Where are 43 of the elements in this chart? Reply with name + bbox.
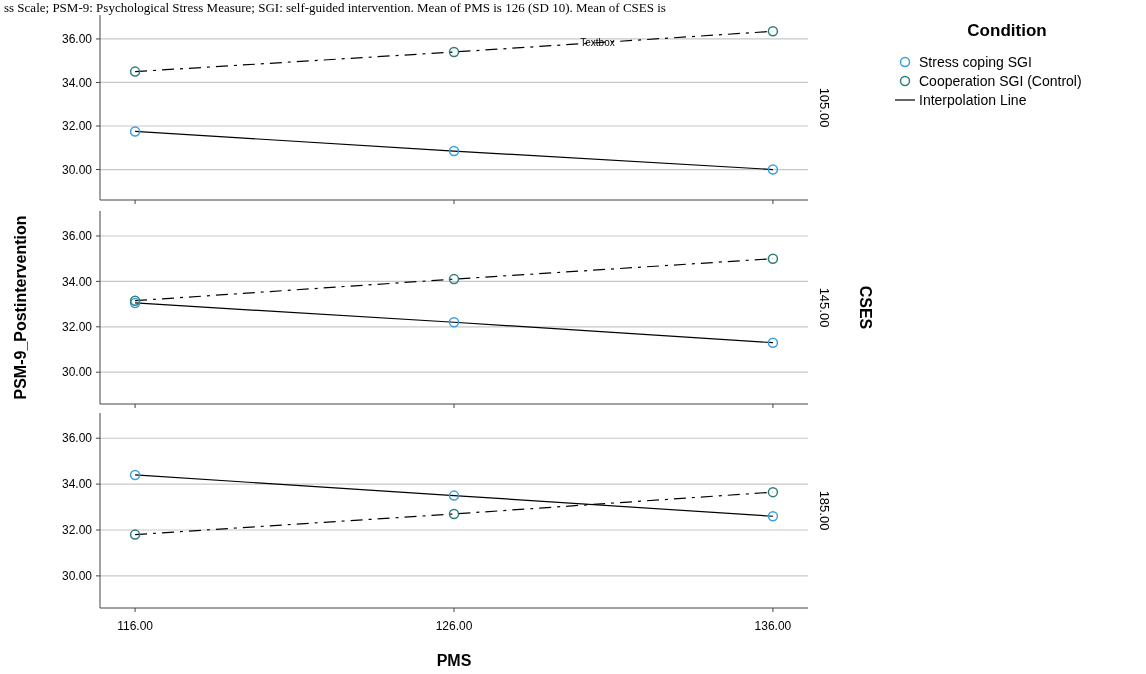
point: [448, 317, 460, 328]
y-axis-title: PSM-9_Postintervention: [12, 215, 29, 400]
point: [129, 126, 141, 137]
text: CSES: [857, 285, 874, 330]
annotation: Textbox: [580, 36, 615, 48]
y2-axis-title: 145.00: [817, 287, 832, 328]
legend-label: Stress coping SGI: [919, 53, 1032, 70]
x-tick-label: 136.00: [754, 619, 792, 633]
point: [767, 164, 779, 175]
x-tick-label: 126.00: [435, 619, 473, 633]
point: [448, 145, 460, 157]
y-tick-label: 34.00: [61, 274, 93, 289]
y2-axis-title: 105.00: [817, 87, 832, 128]
point: [448, 490, 460, 501]
x-tick-label: 116.00: [117, 619, 154, 633]
point: [767, 337, 779, 348]
point: [767, 510, 779, 522]
point: [129, 529, 141, 540]
point: [129, 66, 141, 77]
y-tick-label: 36.00: [61, 229, 93, 244]
point: [129, 469, 141, 481]
annotation: ss Scale; PSM-9: Psychological Stress Measure; SGI: self-guided intervention. Mean of PMS is 126 (SD 10). Mean of CSES is: [4, 0, 666, 15]
y-tick-label: 30.00: [61, 365, 93, 380]
point: [448, 273, 460, 285]
y2-axis-title: 185.00: [817, 490, 832, 531]
x-axis-title: PMS: [436, 652, 472, 669]
y-tick-label: 34.00: [61, 477, 93, 492]
point: [767, 26, 779, 37]
point: [767, 253, 779, 264]
y-tick-label: 30.00: [61, 162, 93, 177]
legend-title: Condition: [967, 21, 1047, 40]
legend-label: Interpolation Line: [919, 91, 1027, 108]
point: [448, 46, 460, 58]
y-tick-label: 34.00: [61, 75, 93, 90]
y-tick-label: 30.00: [61, 569, 93, 584]
point: [448, 508, 460, 520]
y-tick-label: 32.00: [61, 523, 93, 538]
y-tick-label: 32.00: [61, 119, 93, 134]
y-tick-label: 36.00: [61, 431, 93, 446]
legend-label: Cooperation SGI (Control): [919, 72, 1082, 89]
point: [767, 486, 779, 498]
y-tick-label: 32.00: [61, 320, 93, 334]
y-tick-label: 36.00: [61, 32, 93, 47]
